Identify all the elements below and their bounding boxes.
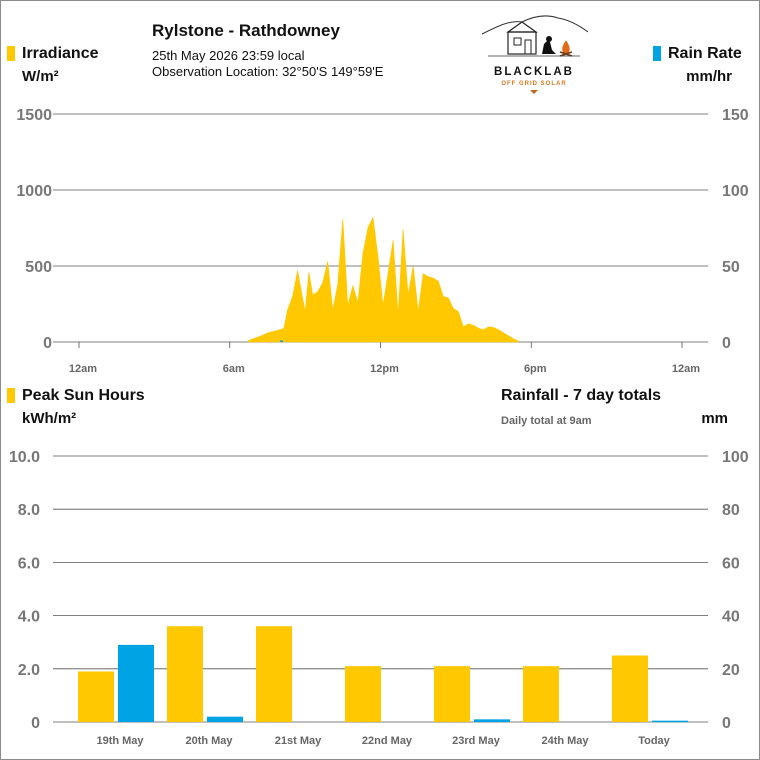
sun-hours-legend-swatch: [7, 388, 15, 403]
rainfall-note: Daily total at 9am: [501, 415, 592, 427]
bottom-right-tick: 80: [722, 502, 740, 519]
top-x-tick: 6am: [223, 363, 245, 375]
bottom-x-tick: 23rd May: [452, 735, 501, 747]
rainfall-bar: [652, 720, 688, 723]
top-left-tick: 500: [25, 259, 52, 276]
rainfall-bar: [207, 716, 243, 722]
rain-rate-legend-label: Rain Rate: [668, 45, 742, 62]
sun-hours-bar: [345, 666, 381, 722]
bottom-right-tick: 60: [722, 555, 740, 572]
top-left-tick: 0: [43, 335, 52, 352]
top-right-tick: 0: [722, 335, 731, 352]
sun-hours-unit: kWh/m²: [22, 410, 77, 427]
blacklab-logo: BLACKLAB OFF GRID SOLAR: [478, 12, 590, 96]
observation-location: Observation Location: 32°50'S 149°59'E: [152, 64, 384, 79]
sun-hours-bar: [612, 655, 648, 722]
top-x-tick: 6pm: [524, 363, 547, 375]
logo-tagline: OFF GRID SOLAR: [501, 81, 566, 87]
bottom-x-tick: 21st May: [275, 735, 322, 747]
rain-rate-unit: mm/hr: [686, 68, 732, 85]
station-title: Rylstone - Rathdowney: [152, 21, 340, 40]
bottom-left-tick: 8.0: [18, 502, 40, 519]
bottom-right-tick: 20: [722, 662, 740, 679]
top-x-tick: 12pm: [370, 363, 399, 375]
rain-rate-legend-swatch: [653, 46, 661, 61]
bottom-right-tick: 100: [722, 449, 749, 466]
bottom-left-tick: 10.0: [9, 449, 40, 466]
rain-rate-mark: [280, 340, 283, 342]
top-x-tick: 12am: [69, 363, 97, 375]
bottom-left-tick: 2.0: [18, 662, 40, 679]
rainfall-unit: mm: [701, 410, 728, 427]
sun-hours-bar: [167, 626, 203, 722]
rainfall-bar: [474, 719, 510, 722]
bottom-x-tick: Today: [638, 735, 670, 747]
sun-hours-bar: [78, 671, 114, 722]
irradiance-area: [248, 216, 519, 343]
top-right-tick: 50: [722, 259, 740, 276]
logo-brand: BLACKLAB: [494, 66, 574, 78]
logo-graphic: BLACKLAB OFF GRID SOLAR: [481, 15, 589, 94]
irradiance-legend-label: Irradiance: [22, 45, 99, 62]
irradiance-unit: W/m²: [22, 68, 59, 85]
bottom-left-tick: 4.0: [18, 609, 40, 626]
bottom-x-tick: 22nd May: [362, 735, 413, 747]
sun-hours-legend-label: Peak Sun Hours: [22, 387, 145, 404]
bottom-left-tick: 0: [31, 715, 40, 732]
sun-hours-bar: [523, 666, 559, 722]
top-right-tick: 150: [722, 107, 749, 124]
top-left-tick: 1000: [16, 183, 52, 200]
bottom-left-tick: 6.0: [18, 555, 40, 572]
observation-datetime: 25th May 2026 23:59 local: [152, 48, 305, 63]
sun-hours-bar: [434, 666, 470, 722]
bottom-x-tick: 19th May: [96, 735, 144, 747]
sun-hours-bar: [256, 626, 292, 722]
bottom-x-tick: 24th May: [541, 735, 589, 747]
irradiance-legend-swatch: [7, 46, 15, 61]
bottom-x-tick: 20th May: [185, 735, 233, 747]
top-left-tick: 1500: [16, 107, 52, 124]
bottom-right-tick: 0: [722, 715, 731, 732]
bottom-right-tick: 40: [722, 609, 740, 626]
rainfall-bar: [118, 644, 154, 722]
top-x-tick: 12am: [672, 363, 700, 375]
top-right-tick: 100: [722, 183, 749, 200]
rainfall-legend-label: Rainfall - 7 day totals: [501, 387, 662, 404]
